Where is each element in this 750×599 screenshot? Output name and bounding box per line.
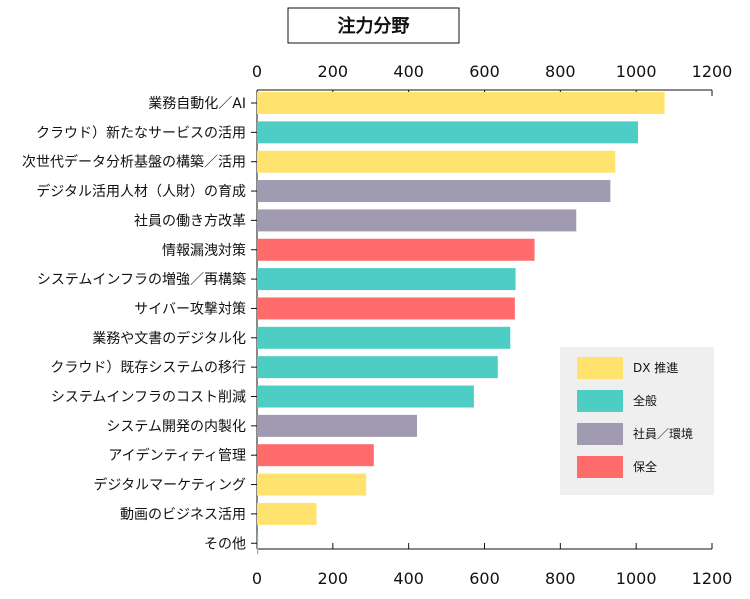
legend-swatch — [577, 456, 623, 478]
bottom-tick-label: 600 — [469, 569, 500, 588]
legend-swatch — [577, 357, 623, 379]
category-label: 業務や文書のデジタル化 — [92, 330, 246, 347]
category-label: 次世代データ分析基盤の構築／活用 — [22, 154, 246, 171]
bottom-tick-label: 800 — [545, 569, 576, 588]
category-label: 社員の働き方改革 — [134, 213, 246, 229]
bar — [257, 444, 374, 467]
bar — [257, 532, 259, 555]
bottom-tick-label: 200 — [318, 569, 349, 588]
category-label: サイバー攻撃対策 — [134, 300, 246, 317]
title-text: 注力分野 — [338, 15, 410, 37]
bar — [257, 385, 474, 408]
bar — [257, 502, 317, 525]
bottom-tick-label: 0 — [252, 569, 262, 588]
legend-swatch — [577, 423, 623, 445]
bar — [257, 180, 611, 203]
bar — [257, 326, 511, 349]
bar — [257, 297, 515, 320]
category-label: アイデンティティ管理 — [108, 447, 246, 464]
top-tick-label: 1200 — [692, 62, 733, 81]
bar — [257, 150, 616, 173]
legend-swatch — [577, 390, 623, 412]
chart-title: 注力分野 — [287, 7, 460, 44]
top-tick-label: 1000 — [616, 62, 657, 81]
legend-label: 保全 — [633, 459, 657, 474]
top-tick-label: 400 — [393, 62, 424, 81]
title-box — [287, 7, 460, 44]
category-label: クラウド）新たなサービスの活用 — [36, 125, 246, 141]
legend-label: 社員／環境 — [633, 426, 693, 441]
category-label: デジタルマーケティング — [93, 477, 246, 494]
bar — [257, 356, 498, 379]
category-label: その他 — [204, 536, 246, 552]
category-label: システムインフラの増強／再構築 — [37, 272, 246, 288]
bar — [257, 268, 516, 291]
top-tick-label: 800 — [545, 62, 576, 81]
top-tick-label: 0 — [252, 62, 262, 81]
category-label: システム開発の内製化 — [106, 419, 246, 435]
bar — [257, 92, 665, 114]
bar — [257, 414, 418, 437]
bottom-tick-label: 1000 — [616, 569, 657, 588]
category-label: 業務自動化／AI — [148, 96, 246, 112]
bottom-axis: 0 200 400 600 800 1000 1200 — [252, 543, 732, 588]
top-tick-label: 600 — [469, 62, 500, 81]
bar — [257, 473, 367, 496]
category-label: 情報漏洩対策 — [162, 242, 246, 259]
category-labels: 業務自動化／AI クラウド）新たなサービスの活用次世代データ分析基盤の構築／活用デ… — [22, 96, 257, 552]
bar — [257, 121, 639, 144]
bar — [257, 238, 535, 261]
bottom-tick-label: 1200 — [692, 569, 733, 588]
category-label: 動画のビジネス活用 — [120, 507, 246, 523]
bottom-tick-label: 400 — [393, 569, 424, 588]
category-label: システムインフラのコスト削減 — [51, 389, 246, 406]
category-label: クラウド）既存システムの移行 — [50, 360, 246, 376]
legend-label: 全般 — [633, 393, 657, 408]
category-label: デジタル活用人材（人財）の育成 — [36, 183, 246, 200]
bars — [257, 92, 665, 555]
legend-label: DX 推進 — [633, 361, 678, 375]
top-tick-label: 200 — [318, 62, 349, 81]
bar — [257, 209, 577, 232]
